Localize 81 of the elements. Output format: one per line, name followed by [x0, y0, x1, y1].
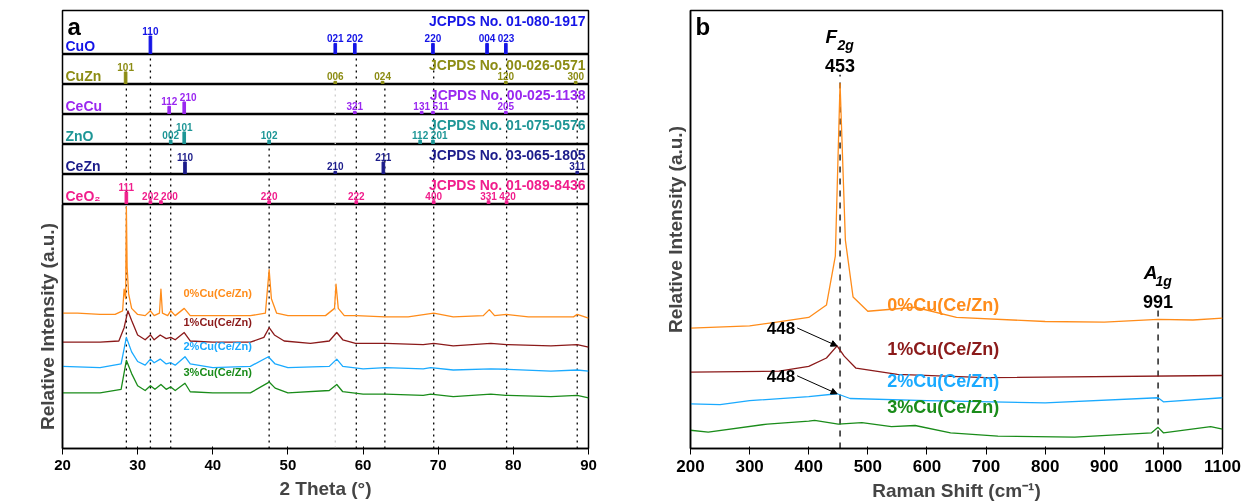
annotation: 101: [117, 61, 135, 73]
annotation: 211: [375, 151, 392, 163]
annotation: 220: [260, 190, 278, 202]
x-tick-label: 90: [580, 455, 597, 473]
annotation: 448: [766, 366, 796, 386]
text: JCPDS No. 01-080-1917: [429, 12, 586, 29]
annotation: 220: [424, 33, 442, 45]
annotation: 024: [374, 71, 392, 83]
ref-line-label: 991: [1143, 291, 1174, 312]
x-axis-title: 2 Theta (°): [279, 477, 372, 499]
x-tick-label: 900: [1090, 456, 1119, 476]
y-axis-title: Relative Intensity (a.u.): [664, 126, 686, 333]
annotation: 201: [430, 130, 448, 142]
annotation: 511: [432, 101, 450, 113]
series-label: 3%Cu(Ce/Zn): [887, 397, 1000, 418]
x-tick-label: 300: [735, 456, 764, 476]
series-label: 3%Cu(Ce/Zn): [183, 366, 253, 379]
x-tick-label: 80: [505, 455, 522, 473]
annotation: 400: [425, 190, 443, 202]
annotation: JCPDS No. 00-026-0571: [429, 56, 586, 73]
annotation: 112: [161, 96, 178, 108]
x-tick-label: 50: [279, 455, 297, 473]
text: CuO: [65, 37, 96, 54]
annotation: 205: [497, 101, 515, 113]
annotation: 131: [413, 101, 431, 113]
annotation: 101: [175, 121, 194, 133]
annotation: JCPDS No. 00-025-1138: [429, 86, 586, 103]
text: CeCu: [65, 97, 103, 114]
annotation: 210: [179, 91, 197, 103]
x-tick-label: 1000: [1144, 456, 1183, 476]
annotation: 202: [346, 33, 364, 45]
series-label: 0%Cu(Ce/Zn): [183, 286, 253, 299]
x-tick-label: 700: [971, 456, 1001, 476]
annotation: JCPDS No. 01-089-8436: [429, 176, 586, 193]
annotation: 200: [161, 190, 179, 202]
x-tick-label: 20: [54, 455, 71, 473]
y-axis-title: Relative Intensity (a.u.): [36, 223, 58, 430]
annotation: 004: [478, 33, 496, 45]
annotation: 331: [480, 190, 498, 202]
text: ZnO: [65, 127, 94, 144]
x-tick-label: 600: [912, 456, 942, 476]
annotation: 202: [142, 190, 160, 202]
x-tick-label: 400: [794, 456, 823, 476]
series-label: 2%Cu(Ce/Zn): [887, 370, 1000, 391]
annotation: JCPDS No. 03-065-1805: [429, 146, 586, 163]
annotation: 110: [142, 26, 159, 38]
x-tick-label: 1100: [1204, 456, 1241, 476]
ref-line-label: 453: [825, 55, 856, 76]
x-axis-title: Raman Shift (cm⁻¹): [872, 479, 1041, 501]
annotation: 002: [162, 130, 180, 142]
annotation: 321: [346, 101, 364, 113]
x-tick-label: 60: [354, 455, 372, 473]
series-label: CuZn: [65, 67, 102, 84]
x-tick-label: 800: [1030, 456, 1060, 476]
annotation: 120: [497, 71, 515, 83]
annotation: 112: [412, 130, 429, 142]
annotation: 420: [499, 190, 517, 202]
x-tick-label: 70: [429, 455, 447, 473]
annotation: 102: [260, 130, 278, 142]
series-label: CeO₂: [65, 187, 101, 204]
annotation: 222: [347, 190, 366, 202]
series-label: 2%Cu(Ce/Zn): [183, 339, 253, 352]
x-tick-label: 30: [129, 455, 146, 473]
annotation: 023: [497, 33, 515, 45]
x-tick-label: 200: [676, 456, 705, 476]
annotation: 111: [118, 181, 135, 193]
annotation: 300: [567, 71, 585, 83]
chart-title: a: [67, 12, 82, 40]
x-tick-label: 40: [204, 455, 222, 473]
series-label: 1%Cu(Ce/Zn): [887, 339, 1000, 360]
series-label: 0%Cu(Ce/Zn): [887, 294, 1000, 315]
annotation: 006: [326, 71, 345, 83]
chart-title: b: [695, 12, 711, 40]
series-label: 1%Cu(Ce/Zn): [183, 315, 253, 328]
annotation: 021: [326, 33, 345, 45]
text: CeZn: [65, 157, 101, 174]
annotation: 311: [569, 161, 586, 173]
annotation: 110: [176, 151, 194, 163]
annotation: 210: [326, 161, 345, 173]
x-tick-label: 500: [853, 456, 883, 476]
annotation: 448: [766, 318, 796, 338]
